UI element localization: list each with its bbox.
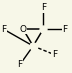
Text: F: F <box>18 60 23 69</box>
Text: O: O <box>20 25 27 34</box>
Text: F: F <box>52 50 57 59</box>
Text: F: F <box>62 25 67 34</box>
Text: F: F <box>41 3 46 12</box>
Text: F: F <box>1 25 6 34</box>
